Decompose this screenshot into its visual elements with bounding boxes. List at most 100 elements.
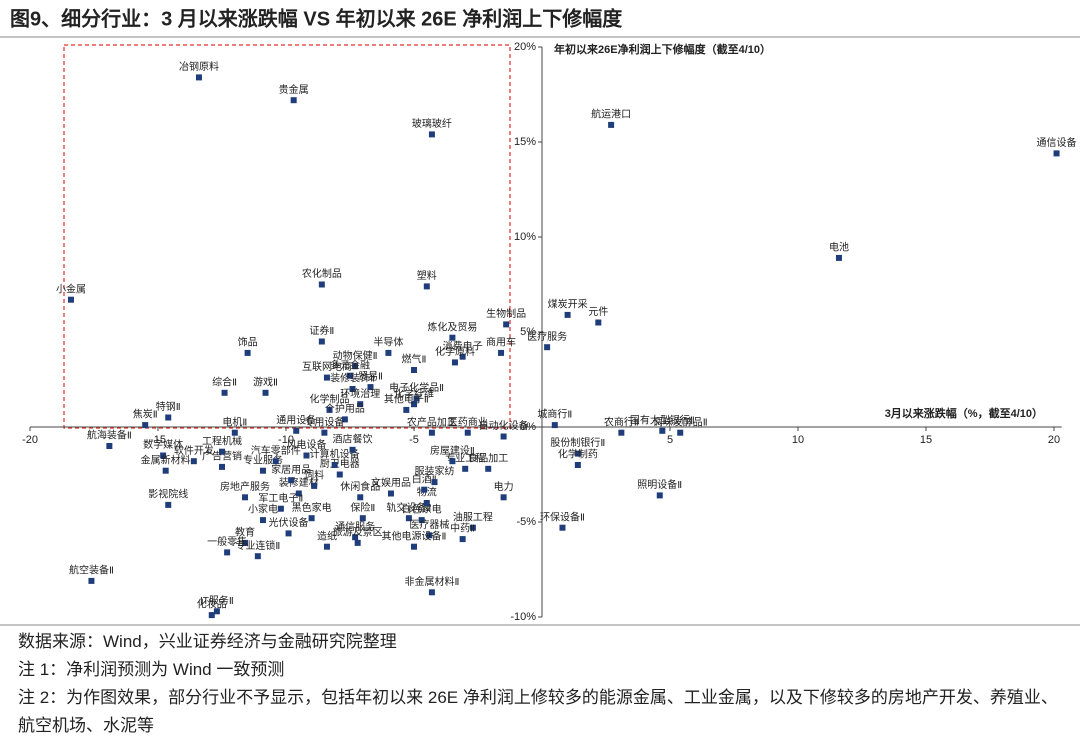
point [462, 465, 469, 472]
x-tick-label: 15 [920, 434, 932, 446]
point [485, 465, 492, 472]
point [321, 429, 328, 436]
point-label: 农化制品 [302, 267, 342, 280]
point [219, 448, 225, 455]
point [165, 501, 172, 508]
point-label: 化学制品 [310, 393, 350, 406]
point-label: 汽车零部件 [251, 444, 301, 457]
point [503, 321, 510, 328]
point [318, 338, 325, 345]
point [160, 452, 167, 459]
point [277, 505, 284, 512]
point [498, 349, 505, 356]
point-label: 金属新材料 [141, 453, 191, 466]
point [254, 553, 261, 560]
point-label: 炼化及贸易 [427, 320, 477, 333]
point-label: 专用设备 [304, 415, 344, 428]
point [326, 406, 333, 413]
y-tick-label: 20% [514, 41, 536, 53]
point-label: 计算机设备 [310, 448, 360, 461]
point [242, 494, 249, 501]
point-label: IT服务Ⅱ [200, 594, 234, 607]
point-label: 保险Ⅱ [350, 501, 375, 514]
point [426, 532, 433, 539]
point-label: 其他电子Ⅱ [384, 393, 429, 406]
point-label: 综合Ⅱ [212, 375, 237, 388]
point-label: 厨卫电器 [320, 457, 360, 470]
point-label: 股份制银行Ⅱ [550, 436, 605, 449]
point [285, 530, 292, 537]
point-label: 玻璃玻纤 [412, 117, 452, 130]
point-label: 文娱用品 [371, 476, 411, 489]
point [259, 467, 266, 474]
point [411, 367, 417, 373]
point-label: 轨交设备Ⅱ [386, 501, 431, 514]
x-axis-title: 3月以来涨跌幅（%，截至4/10） [885, 406, 1043, 420]
point-label: 医疗器械 [409, 518, 449, 531]
point-label: 自动化设备 [479, 419, 529, 432]
point [459, 353, 466, 360]
point-label: 电子化学品Ⅱ [389, 381, 444, 394]
point-label: 通信服务 [335, 520, 375, 533]
point [618, 429, 625, 436]
point [359, 515, 366, 522]
y-axis-title: 年初以来26E净利润上下修幅度（截至4/10） [554, 42, 771, 56]
point [464, 429, 471, 436]
point [677, 429, 684, 436]
point [559, 524, 566, 531]
point [367, 384, 374, 391]
point [423, 500, 430, 506]
point-label: 特钢Ⅱ [156, 400, 181, 413]
point-label: 化学纤维 [394, 387, 434, 400]
note: 注 2：为作图效果，部分行业不予显示，包括年初以来 26E 净利润上修较多的能源… [18, 688, 1058, 735]
point-label: 调味发酵品Ⅱ [653, 415, 708, 428]
point-label: 动物保健Ⅱ [333, 349, 378, 362]
point-label: 半导体 [373, 336, 403, 349]
point-label: 贵金属 [279, 83, 309, 96]
point [349, 446, 356, 453]
x-tick-label: -20 [22, 434, 38, 446]
point [190, 458, 197, 465]
x-tick-label: -5 [409, 434, 419, 446]
y-tick-label: 15% [514, 136, 536, 148]
point-label: 教育 [235, 526, 255, 539]
point [67, 296, 74, 303]
point-label: 一般零售 [207, 535, 247, 548]
y-tick-label: 10% [514, 231, 536, 243]
point [318, 281, 325, 288]
point [295, 490, 302, 497]
point [244, 349, 251, 356]
point-label: 航海装备Ⅱ [87, 429, 132, 442]
point-label: 塑料 [417, 269, 437, 282]
point [405, 515, 412, 522]
point [357, 401, 364, 408]
point-label: 贸易Ⅱ [358, 371, 383, 383]
point [272, 458, 279, 465]
point [564, 311, 571, 318]
point [500, 494, 507, 501]
point [421, 486, 428, 493]
point [221, 389, 228, 396]
point-label: 航运港口 [591, 108, 631, 121]
point [347, 372, 353, 379]
point-label: 专业连锁Ⅱ [235, 539, 280, 552]
point-label: 酒店餐饮 [333, 432, 373, 445]
point [656, 492, 663, 499]
point [331, 462, 338, 468]
point-label: 造纸 [317, 529, 337, 542]
point [500, 433, 507, 440]
point [574, 450, 581, 457]
point [418, 517, 425, 524]
point-label: 冶钢原料 [179, 60, 219, 73]
point [308, 515, 315, 522]
notes: 数据来源：Wind，兴业证券经济与金融研究院整理 注 1：净利润预测为 Wind… [18, 628, 1068, 740]
point-label: 农产品加工 [407, 415, 457, 428]
point [293, 427, 300, 434]
point [411, 401, 417, 408]
point-label: 白酒Ⅱ [412, 472, 437, 485]
point [352, 534, 359, 541]
point [323, 374, 330, 381]
point [403, 406, 410, 413]
point-label: 房屋建设Ⅱ [430, 444, 475, 457]
